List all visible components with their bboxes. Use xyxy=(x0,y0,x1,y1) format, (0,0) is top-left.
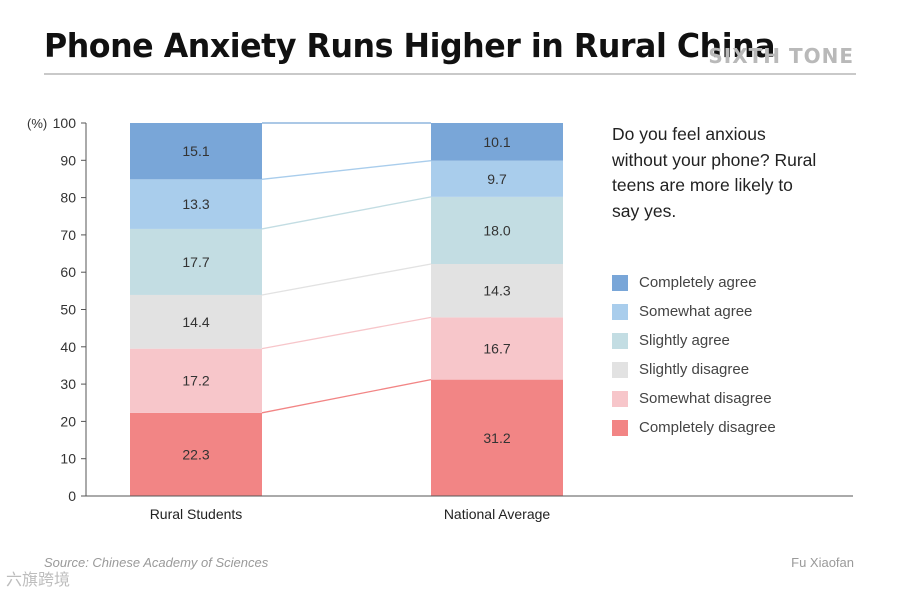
legend-item: Slightly agree xyxy=(612,326,776,355)
y-tick-label: 20 xyxy=(60,413,76,429)
data-label: 17.2 xyxy=(182,373,209,389)
title-divider xyxy=(44,73,856,75)
connector-line xyxy=(261,196,432,230)
bar-segment xyxy=(431,160,563,197)
data-label: 18.0 xyxy=(483,222,510,238)
y-tick-label: 50 xyxy=(60,302,76,318)
data-label: 9.7 xyxy=(487,171,507,187)
legend-label: Slightly agree xyxy=(639,332,730,349)
y-tick-label: 30 xyxy=(60,376,76,392)
legend: Completely agree Somewhat agree Slightly a… xyxy=(612,268,776,442)
connector-line xyxy=(261,378,432,414)
bar-segment xyxy=(130,123,262,180)
legend-item: Slightly disagree xyxy=(612,355,776,384)
author-credit: Fu Xiaofan xyxy=(791,555,854,570)
data-label: 15.1 xyxy=(182,143,209,159)
bar-segment xyxy=(130,294,262,349)
connector-line xyxy=(261,160,432,180)
data-label: 10.1 xyxy=(483,134,510,150)
bar-segment xyxy=(130,348,262,413)
legend-item: Somewhat disagree xyxy=(612,384,776,413)
legend-label: Completely agree xyxy=(639,274,757,291)
y-tick-label: 40 xyxy=(60,339,76,355)
bar-segment xyxy=(431,123,563,161)
bar-segment xyxy=(130,412,262,496)
bar-segment xyxy=(431,379,563,496)
legend-item: Somewhat agree xyxy=(612,297,776,326)
data-label: 22.3 xyxy=(182,446,209,462)
legend-swatch xyxy=(612,332,628,349)
brand-logo: SIXTH TONE xyxy=(708,44,854,68)
y-tick-label: 90 xyxy=(60,152,76,168)
legend-swatch xyxy=(612,361,628,378)
watermark: 六旗跨境 xyxy=(6,570,71,589)
connector-line xyxy=(261,316,432,350)
y-axis-label: (%) xyxy=(27,116,47,131)
y-tick-label: 80 xyxy=(60,190,76,206)
x-tick-label: Rural Students xyxy=(150,506,243,522)
data-label: 14.3 xyxy=(483,283,510,299)
bar-segment xyxy=(130,179,262,229)
connector-line xyxy=(261,263,432,296)
bar-segment xyxy=(130,228,262,295)
legend-swatch xyxy=(612,390,628,407)
bar-segment xyxy=(431,317,563,380)
y-tick-label: 0 xyxy=(68,488,76,504)
legend-label: Completely disagree xyxy=(639,419,776,436)
x-tick-label: National Average xyxy=(444,506,551,522)
y-tick-label: 60 xyxy=(60,264,76,280)
bar-segment xyxy=(431,196,563,264)
chart-question: Do you feel anxious without your phone? … xyxy=(612,124,817,221)
chart-title: Phone Anxiety Runs Higher in Rural China xyxy=(44,26,776,65)
legend-label: Somewhat agree xyxy=(639,303,753,320)
data-label: 14.4 xyxy=(182,314,209,330)
y-tick-label: 100 xyxy=(53,115,77,131)
legend-swatch xyxy=(612,419,628,436)
source-note: Source: Chinese Academy of Sciences xyxy=(44,555,269,570)
data-label: 16.7 xyxy=(483,340,510,356)
y-tick-label: 70 xyxy=(60,227,76,243)
legend-item: Completely disagree xyxy=(612,413,776,442)
legend-item: Completely agree xyxy=(612,268,776,297)
data-label: 17.7 xyxy=(182,254,209,270)
legend-label: Slightly disagree xyxy=(639,361,750,378)
data-label: 13.3 xyxy=(182,196,209,212)
y-tick-label: 10 xyxy=(60,451,76,467)
bar-segment xyxy=(431,263,563,318)
data-label: 31.2 xyxy=(483,430,510,446)
legend-swatch xyxy=(612,274,628,291)
legend-label: Somewhat disagree xyxy=(639,390,772,407)
legend-swatch xyxy=(612,303,628,320)
